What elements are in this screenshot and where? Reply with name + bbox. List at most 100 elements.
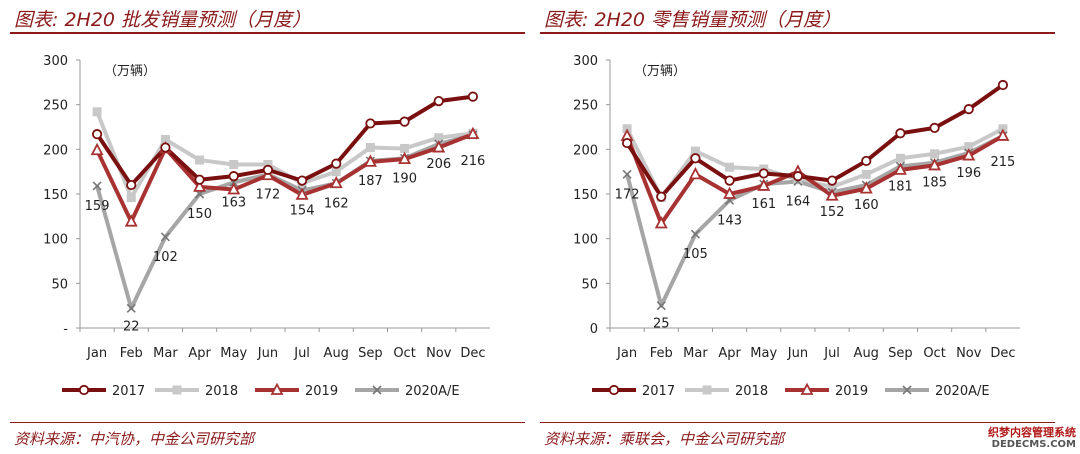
data-point-2017 <box>690 153 701 164</box>
data-point-2017 <box>724 175 735 186</box>
data-point-2017 <box>929 122 940 133</box>
data-point-2019 <box>688 166 702 180</box>
x-tick-label: Sep <box>358 346 383 361</box>
data-label: 172 <box>256 187 281 202</box>
data-point-2018 <box>725 162 735 172</box>
data-point-2017 <box>656 191 667 202</box>
data-point-2018 <box>160 135 170 145</box>
data-point-2019 <box>193 179 207 192</box>
data-label: 162 <box>324 196 349 211</box>
data-point-2020AE <box>690 229 700 239</box>
x-tick-label: Oct <box>393 346 415 361</box>
y-tick-label: 200 <box>573 143 598 158</box>
data-point-2019 <box>859 181 873 194</box>
x-tick-label: Jan <box>616 346 637 361</box>
y-tick-label: - <box>63 322 68 337</box>
data-label: 185 <box>922 176 947 191</box>
data-label: 22 <box>123 319 140 334</box>
x-tick-label: Oct <box>923 346 945 361</box>
series-line-2017 <box>625 83 1005 199</box>
chart-title-wholesale: 图表: 2H20 批发销量预测（月度） <box>14 9 312 31</box>
data-label: 102 <box>153 250 178 265</box>
data-point-2017 <box>262 164 274 175</box>
legend-label: 2019 <box>305 384 338 399</box>
x-tick-label: Nov <box>956 346 982 361</box>
data-point-2018 <box>400 143 410 153</box>
data-point-2017 <box>826 175 838 186</box>
data-point-2019 <box>723 186 737 199</box>
data-label: 160 <box>854 198 879 213</box>
data-point-2018 <box>195 155 205 165</box>
series-line-2019 <box>625 134 1004 226</box>
data-point-2019 <box>432 140 446 153</box>
y-tick-label: 300 <box>573 54 598 69</box>
x-tick-label: Mar <box>153 346 178 361</box>
data-label: 190 <box>392 171 417 186</box>
data-label: 181 <box>888 179 913 194</box>
x-tick-label: Jan <box>86 346 107 361</box>
data-point-2017 <box>467 91 479 102</box>
y-tick-label: 150 <box>43 188 68 203</box>
x-tick-label: Aug <box>854 346 879 361</box>
legend-marker <box>270 382 284 395</box>
legend-label: 2018 <box>205 384 238 399</box>
x-tick-label: Sep <box>888 346 913 361</box>
source-note-retail: 资料来源：乘联会，中金公司研究部 <box>544 430 785 448</box>
data-label: 152 <box>820 205 845 220</box>
data-point-2019 <box>962 148 976 161</box>
data-point-2017 <box>126 179 137 191</box>
series-line-2019 <box>95 132 474 224</box>
data-label: 143 <box>717 213 742 228</box>
legend-marker <box>172 385 182 395</box>
y-tick-label: 150 <box>573 188 598 203</box>
data-label: 150 <box>187 207 212 222</box>
x-tick-label: Jul <box>823 346 840 361</box>
x-tick-label: Jul <box>293 346 310 361</box>
watermark-text: 织梦内容管理系统 <box>988 425 1076 439</box>
data-point-2020AE <box>126 303 136 313</box>
x-tick-label: May <box>220 346 247 361</box>
x-tick-label: Feb <box>120 346 143 361</box>
x-tick-label: Nov <box>426 346 452 361</box>
source-rule <box>10 422 525 423</box>
data-point-2018 <box>861 169 871 179</box>
data-point-2019 <box>654 216 668 229</box>
data-point-2020AE <box>160 232 170 242</box>
data-point-2020AE <box>92 181 102 191</box>
data-point-2019 <box>398 151 412 165</box>
data-point-2019 <box>124 214 138 227</box>
x-tick-label: Dec <box>990 346 1015 361</box>
data-point-2018 <box>827 182 837 192</box>
data-point-2018 <box>964 142 974 152</box>
data-point-2019 <box>363 154 377 167</box>
data-point-2017 <box>399 116 410 127</box>
y-tick-label: 200 <box>43 143 68 158</box>
data-label: 25 <box>653 317 670 332</box>
data-point-2017 <box>895 128 906 139</box>
data-point-2017 <box>433 95 444 107</box>
data-point-2017 <box>792 171 804 182</box>
legend-label: 2017 <box>112 384 145 399</box>
data-point-2018 <box>92 107 102 117</box>
x-tick-label: Dec <box>460 346 485 361</box>
chart-retail: 0 50 100 150 200 250 300 （万辆） Jan Feb Mar Apr May Jun… <box>573 54 1020 399</box>
data-point-2018 <box>126 193 136 203</box>
data-point-2019 <box>466 126 480 140</box>
data-point-2018 <box>263 160 273 170</box>
data-label: 154 <box>290 203 315 218</box>
data-label: 105 <box>683 247 708 262</box>
legend-label: 2020A/E <box>935 384 990 399</box>
data-point-2019 <box>90 142 104 156</box>
legend-marker <box>702 385 712 395</box>
panel-wholesale: 图表: 2H20 批发销量预测（月度） - 50 100 150 200 250 300 （万… <box>10 0 530 454</box>
data-point-2018 <box>690 146 700 156</box>
data-label: 159 <box>85 199 110 214</box>
data-point-2018 <box>895 153 905 163</box>
y-tick-label: 50 <box>51 277 68 292</box>
x-tick-label: Mar <box>683 346 708 361</box>
data-point-2017 <box>91 129 103 140</box>
data-point-2019 <box>757 178 771 191</box>
data-point-2017 <box>997 79 1009 91</box>
legend-label: 2017 <box>642 384 675 399</box>
x-tick-label: May <box>750 346 777 361</box>
